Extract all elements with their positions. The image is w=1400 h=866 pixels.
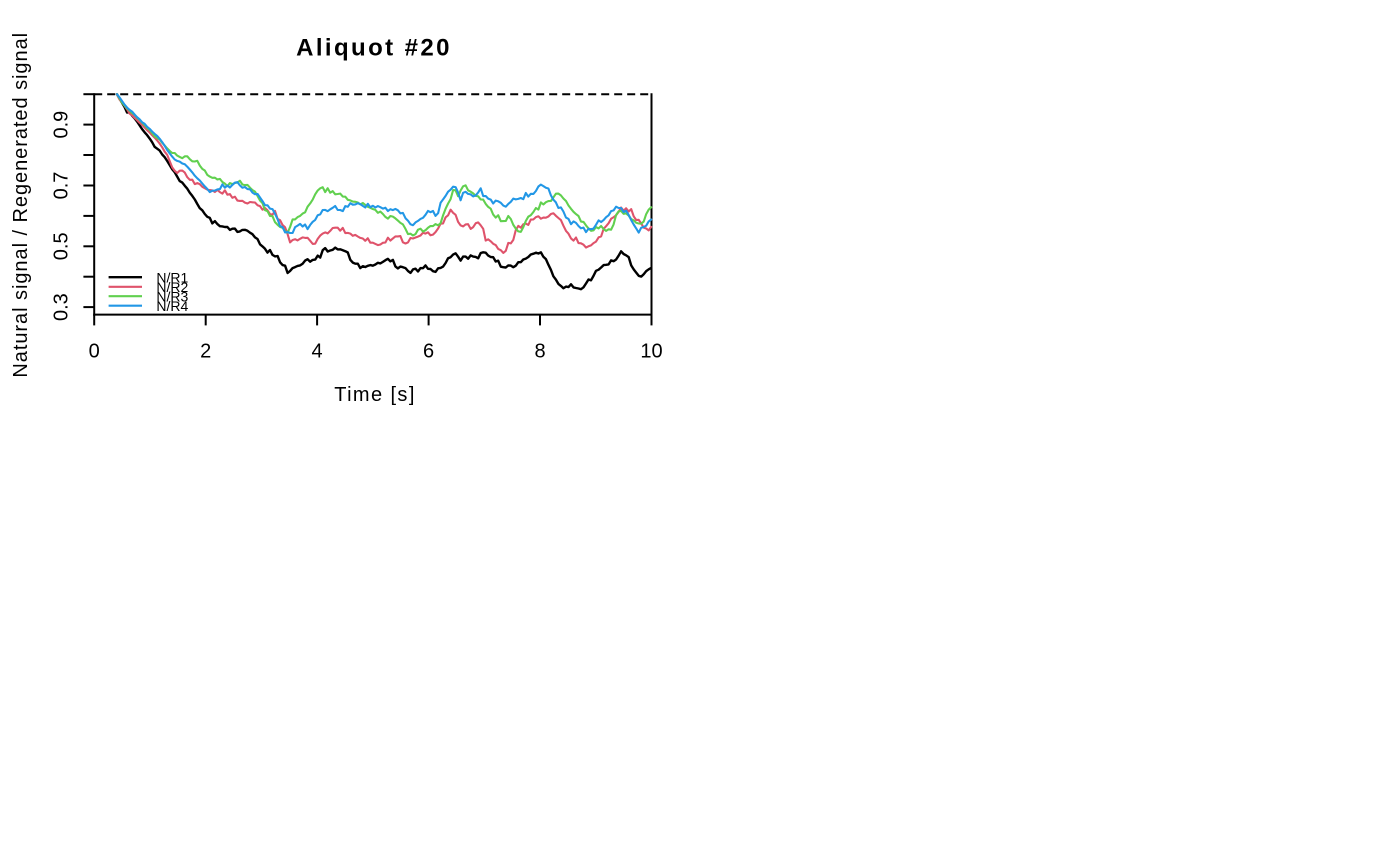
svg-text:Aliquot #20: Aliquot #20 — [296, 35, 452, 62]
svg-text:0: 0 — [89, 341, 100, 363]
svg-text:0.9: 0.9 — [51, 111, 73, 139]
svg-text:0.7: 0.7 — [51, 172, 73, 200]
svg-text:10: 10 — [640, 341, 662, 363]
svg-text:N/R3: N/R3 — [156, 288, 188, 304]
svg-text:0.3: 0.3 — [51, 293, 73, 321]
svg-text:0.5: 0.5 — [51, 232, 73, 260]
svg-text:2: 2 — [200, 341, 211, 363]
svg-text:Natural signal / Regenerated s: Natural signal / Regenerated signal — [10, 32, 32, 378]
svg-text:4: 4 — [312, 341, 323, 363]
svg-text:8: 8 — [534, 341, 545, 363]
svg-text:N/R4: N/R4 — [156, 298, 188, 314]
svg-text:6: 6 — [423, 341, 434, 363]
svg-text:N/R1: N/R1 — [156, 269, 188, 285]
svg-text:Time [s]: Time [s] — [334, 384, 416, 406]
svg-text:N/R2: N/R2 — [156, 279, 188, 295]
